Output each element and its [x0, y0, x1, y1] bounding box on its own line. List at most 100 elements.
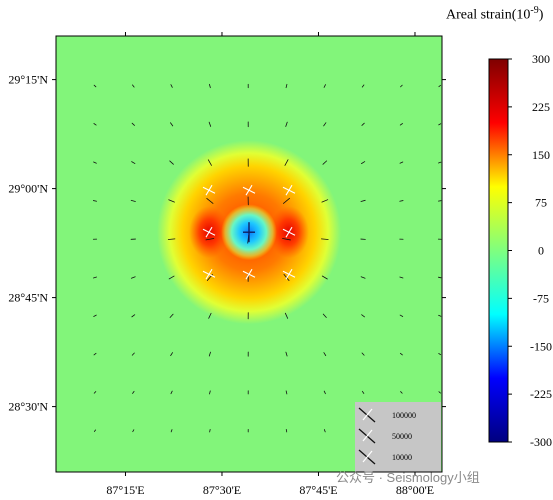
- displacement-arrow: [169, 160, 174, 165]
- colorbar-tick-label: -150: [530, 339, 552, 353]
- displacement-arrow: [209, 83, 211, 89]
- displacement-arrow: [285, 351, 288, 357]
- displacement-arrow: [361, 314, 365, 318]
- displacement-arrow: [322, 313, 327, 318]
- displacement-arrow: [400, 84, 403, 88]
- colorbar-tick-label: -75: [533, 291, 549, 305]
- displacement-arrow: [131, 352, 135, 356]
- displacement-arrow: [399, 276, 404, 279]
- strain-field-plot: [56, 36, 442, 472]
- near-source-arrows: [202, 184, 296, 280]
- displacement-arrow: [399, 200, 404, 202]
- displacement-arrow: [208, 312, 212, 319]
- displacement-arrow: [322, 160, 328, 165]
- legend-arrow: [362, 450, 373, 463]
- displacement-arrow: [131, 161, 136, 164]
- displacement-arrow: [170, 390, 173, 395]
- displacement-arrow: [208, 351, 211, 357]
- strong-arrow: [205, 226, 213, 238]
- displacement-arrow: [400, 391, 403, 394]
- displacement-arrows: [92, 83, 442, 433]
- displacement-arrow: [209, 390, 211, 395]
- displacement-arrow: [438, 391, 441, 394]
- colorbar-tick-label: 300: [532, 52, 550, 66]
- displacement-arrow: [284, 159, 289, 166]
- legend-box: [355, 402, 441, 472]
- legend-label: 50000: [392, 432, 412, 441]
- displacement-arrow: [438, 314, 442, 317]
- displacement-arrow: [283, 197, 290, 204]
- x-tick-label: 88°00'E: [396, 483, 434, 497]
- y-tick-label: 29°15'N: [8, 73, 48, 87]
- displacement-arrow: [285, 121, 288, 127]
- displacement-arrow: [93, 84, 97, 88]
- displacement-arrow: [93, 123, 97, 126]
- displacement-arrow: [285, 390, 288, 395]
- displacement-arrow: [361, 352, 365, 356]
- displacement-arrow: [323, 122, 327, 127]
- displacement-arrow: [323, 390, 326, 395]
- strong-arrow: [205, 268, 213, 280]
- displacement-arrow: [168, 199, 175, 203]
- displacement-arrow: [361, 390, 365, 394]
- displacement-arrow: [130, 276, 136, 279]
- displacement-arrow: [323, 84, 326, 88]
- displacement-arrow: [93, 276, 97, 279]
- displacement-arrow: [132, 429, 135, 433]
- arrow-scale-legend: 100000 50000 10000: [355, 402, 441, 472]
- displacement-arrow: [93, 352, 97, 356]
- displacement-arrow: [361, 161, 366, 165]
- displacement-arrow: [323, 429, 326, 433]
- strong-arrow: [285, 268, 293, 280]
- displacement-arrow: [360, 199, 366, 202]
- strong-arrow: [245, 268, 253, 280]
- displacement-arrow: [130, 199, 136, 202]
- displacement-arrow: [285, 83, 288, 89]
- displacement-arrow: [170, 429, 173, 433]
- displacement-arrow: [321, 275, 328, 280]
- colorbar-tick-label: 225: [532, 100, 550, 114]
- displacement-arrow: [399, 161, 404, 164]
- displacement-arrow: [132, 390, 135, 394]
- displacement-arrow: [170, 352, 173, 357]
- strong-arrow: [285, 184, 293, 196]
- displacement-arrow: [93, 161, 97, 164]
- strong-arrow: [205, 184, 213, 196]
- colorbar-tick-label: 0: [538, 244, 544, 258]
- colorbar-tick-label: 75: [535, 196, 547, 210]
- displacement-arrow: [132, 84, 135, 88]
- strong-arrow: [245, 184, 253, 196]
- displacement-arrow: [92, 200, 98, 202]
- displacement-arrow: [169, 313, 174, 318]
- colorbar-tick-label: -300: [530, 435, 552, 449]
- displacement-arrow: [93, 429, 97, 432]
- displacement-arrow: [438, 276, 442, 279]
- displacement-arrow: [170, 122, 174, 127]
- displacement-arrow: [399, 314, 404, 317]
- displacement-arrow: [438, 123, 442, 126]
- displacement-arrow: [205, 238, 215, 241]
- displacement-arrow: [360, 276, 366, 279]
- displacement-arrow: [323, 352, 327, 357]
- displacement-arrow: [438, 161, 442, 164]
- colorbar-tick-label: -225: [530, 387, 552, 401]
- colorbar: [488, 58, 509, 443]
- displacement-arrow: [438, 353, 442, 356]
- displacement-arrow: [208, 121, 212, 127]
- legend-label: 100000: [392, 411, 416, 420]
- displacement-arrow: [361, 84, 365, 88]
- displacement-arrow: [361, 122, 365, 126]
- y-tick-label: 29°00'N: [8, 182, 48, 196]
- displacement-arrow: [167, 238, 176, 240]
- displacement-arrow: [207, 159, 212, 166]
- legend-arrow: [362, 408, 373, 421]
- x-tick-label: 87°45'E: [299, 483, 337, 497]
- displacement-arrow: [93, 314, 97, 317]
- displacement-arrow: [168, 275, 175, 280]
- colorbar-title: Areal strain(10-9): [446, 5, 544, 23]
- displacement-arrow: [438, 84, 441, 88]
- displacement-arrow: [206, 198, 214, 204]
- displacement-arrow: [284, 312, 289, 319]
- x-tick-label: 87°15'E: [106, 483, 144, 497]
